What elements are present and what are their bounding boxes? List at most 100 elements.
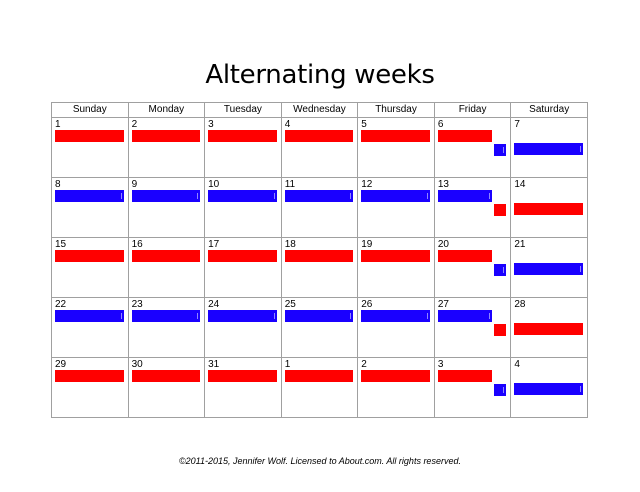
red-week-bar (55, 250, 124, 262)
header-thursday: Thursday (357, 102, 435, 118)
day-cell[interactable]: 23 (127, 297, 206, 358)
day-cell[interactable]: 18 (280, 237, 359, 298)
day-number: 11 (284, 179, 296, 190)
red-week-bar (437, 370, 493, 382)
header-sunday: Sunday (51, 102, 129, 118)
day-number: 29 (55, 359, 67, 370)
day-cell[interactable]: 2 (127, 117, 206, 178)
calendar-grid: Sunday Monday Tuesday Wednesday Thursday… (51, 102, 588, 418)
day-number: 15 (55, 239, 67, 250)
day-number: 2 (131, 119, 138, 130)
day-cell[interactable]: 6 (433, 117, 512, 178)
day-number: 5 (361, 119, 367, 130)
blue-week-bar (284, 310, 354, 322)
day-cell[interactable]: 4 (280, 117, 359, 178)
header-wednesday: Wednesday (280, 102, 359, 118)
day-cell[interactable]: 25 (280, 297, 359, 358)
header-tuesday: Tuesday (204, 102, 282, 118)
blue-week-bar (55, 310, 124, 322)
red-week-bar (514, 203, 583, 215)
day-cell[interactable]: 15 (51, 237, 129, 298)
red-week-bar (494, 204, 507, 216)
day-number: 31 (208, 359, 220, 370)
day-cell[interactable]: 4 (510, 357, 588, 418)
red-week-bar (361, 370, 430, 382)
blue-week-bar (131, 190, 201, 202)
day-number: 1 (55, 119, 61, 130)
header-monday: Monday (127, 102, 206, 118)
red-week-bar (437, 250, 493, 262)
red-week-bar (208, 130, 277, 142)
red-week-bar (514, 323, 583, 335)
day-number: 13 (437, 179, 449, 190)
day-number: 4 (514, 359, 520, 370)
red-week-bar (55, 370, 124, 382)
blue-week-bar (494, 384, 507, 396)
red-week-bar (208, 370, 277, 382)
day-number: 8 (55, 179, 61, 190)
day-cell[interactable]: 26 (357, 297, 435, 358)
blue-week-bar (284, 190, 354, 202)
day-number: 16 (131, 239, 143, 250)
day-cell[interactable]: 8 (51, 177, 129, 238)
week-row: 1 2 3 4 5 6 7 (51, 117, 588, 178)
day-cell[interactable]: 12 (357, 177, 435, 238)
day-number: 28 (514, 299, 526, 310)
blue-week-bar (514, 383, 583, 395)
day-cell[interactable]: 20 (433, 237, 512, 298)
week-row: 22 23 24 25 26 27 28 (51, 297, 588, 358)
day-cell[interactable]: 3 (433, 357, 512, 418)
day-cell[interactable]: 24 (204, 297, 282, 358)
day-number: 30 (131, 359, 143, 370)
red-week-bar (55, 130, 124, 142)
red-week-bar (131, 370, 201, 382)
header-saturday: Saturday (510, 102, 588, 118)
blue-week-bar (514, 263, 583, 275)
day-cell[interactable]: 2 (357, 357, 435, 418)
blue-week-bar (437, 190, 493, 202)
red-week-bar (131, 130, 201, 142)
red-week-bar (131, 250, 201, 262)
day-number: 4 (284, 119, 291, 130)
day-number: 26 (361, 299, 373, 310)
blue-week-bar (208, 190, 277, 202)
day-cell[interactable]: 10 (204, 177, 282, 238)
blue-week-bar (514, 143, 583, 155)
day-cell[interactable]: 14 (510, 177, 588, 238)
day-number: 2 (361, 359, 367, 370)
day-cell[interactable]: 21 (510, 237, 588, 298)
day-cell[interactable]: 19 (357, 237, 435, 298)
day-cell[interactable]: 22 (51, 297, 129, 358)
day-cell[interactable]: 3 (204, 117, 282, 178)
day-cell[interactable]: 9 (127, 177, 206, 238)
day-number: 14 (514, 179, 526, 190)
red-week-bar (284, 370, 354, 382)
day-cell[interactable]: 17 (204, 237, 282, 298)
day-cell[interactable]: 27 (433, 297, 512, 358)
blue-week-bar (55, 190, 124, 202)
day-cell[interactable]: 7 (510, 117, 588, 178)
day-cell[interactable]: 13 (433, 177, 512, 238)
day-number: 25 (284, 299, 296, 310)
day-cell[interactable]: 1 (51, 117, 129, 178)
day-number: 7 (514, 119, 520, 130)
week-row: 29 30 31 1 2 3 4 (51, 357, 588, 418)
day-cell[interactable]: 28 (510, 297, 588, 358)
day-cell[interactable]: 31 (204, 357, 282, 418)
red-week-bar (437, 130, 493, 142)
blue-week-bar (131, 310, 201, 322)
blue-week-bar (361, 310, 430, 322)
day-cell[interactable]: 30 (127, 357, 206, 418)
copyright-footer: ©2011-2015, Jennifer Wolf. Licensed to A… (179, 456, 461, 466)
blue-week-bar (437, 310, 493, 322)
day-number: 23 (131, 299, 143, 310)
blue-week-bar (494, 144, 507, 156)
day-number: 12 (361, 179, 373, 190)
day-cell[interactable]: 16 (127, 237, 206, 298)
day-cell[interactable]: 5 (357, 117, 435, 178)
day-number: 3 (437, 359, 444, 370)
day-cell[interactable]: 1 (280, 357, 359, 418)
blue-week-bar (494, 264, 507, 276)
day-cell[interactable]: 29 (51, 357, 129, 418)
day-cell[interactable]: 11 (280, 177, 359, 238)
